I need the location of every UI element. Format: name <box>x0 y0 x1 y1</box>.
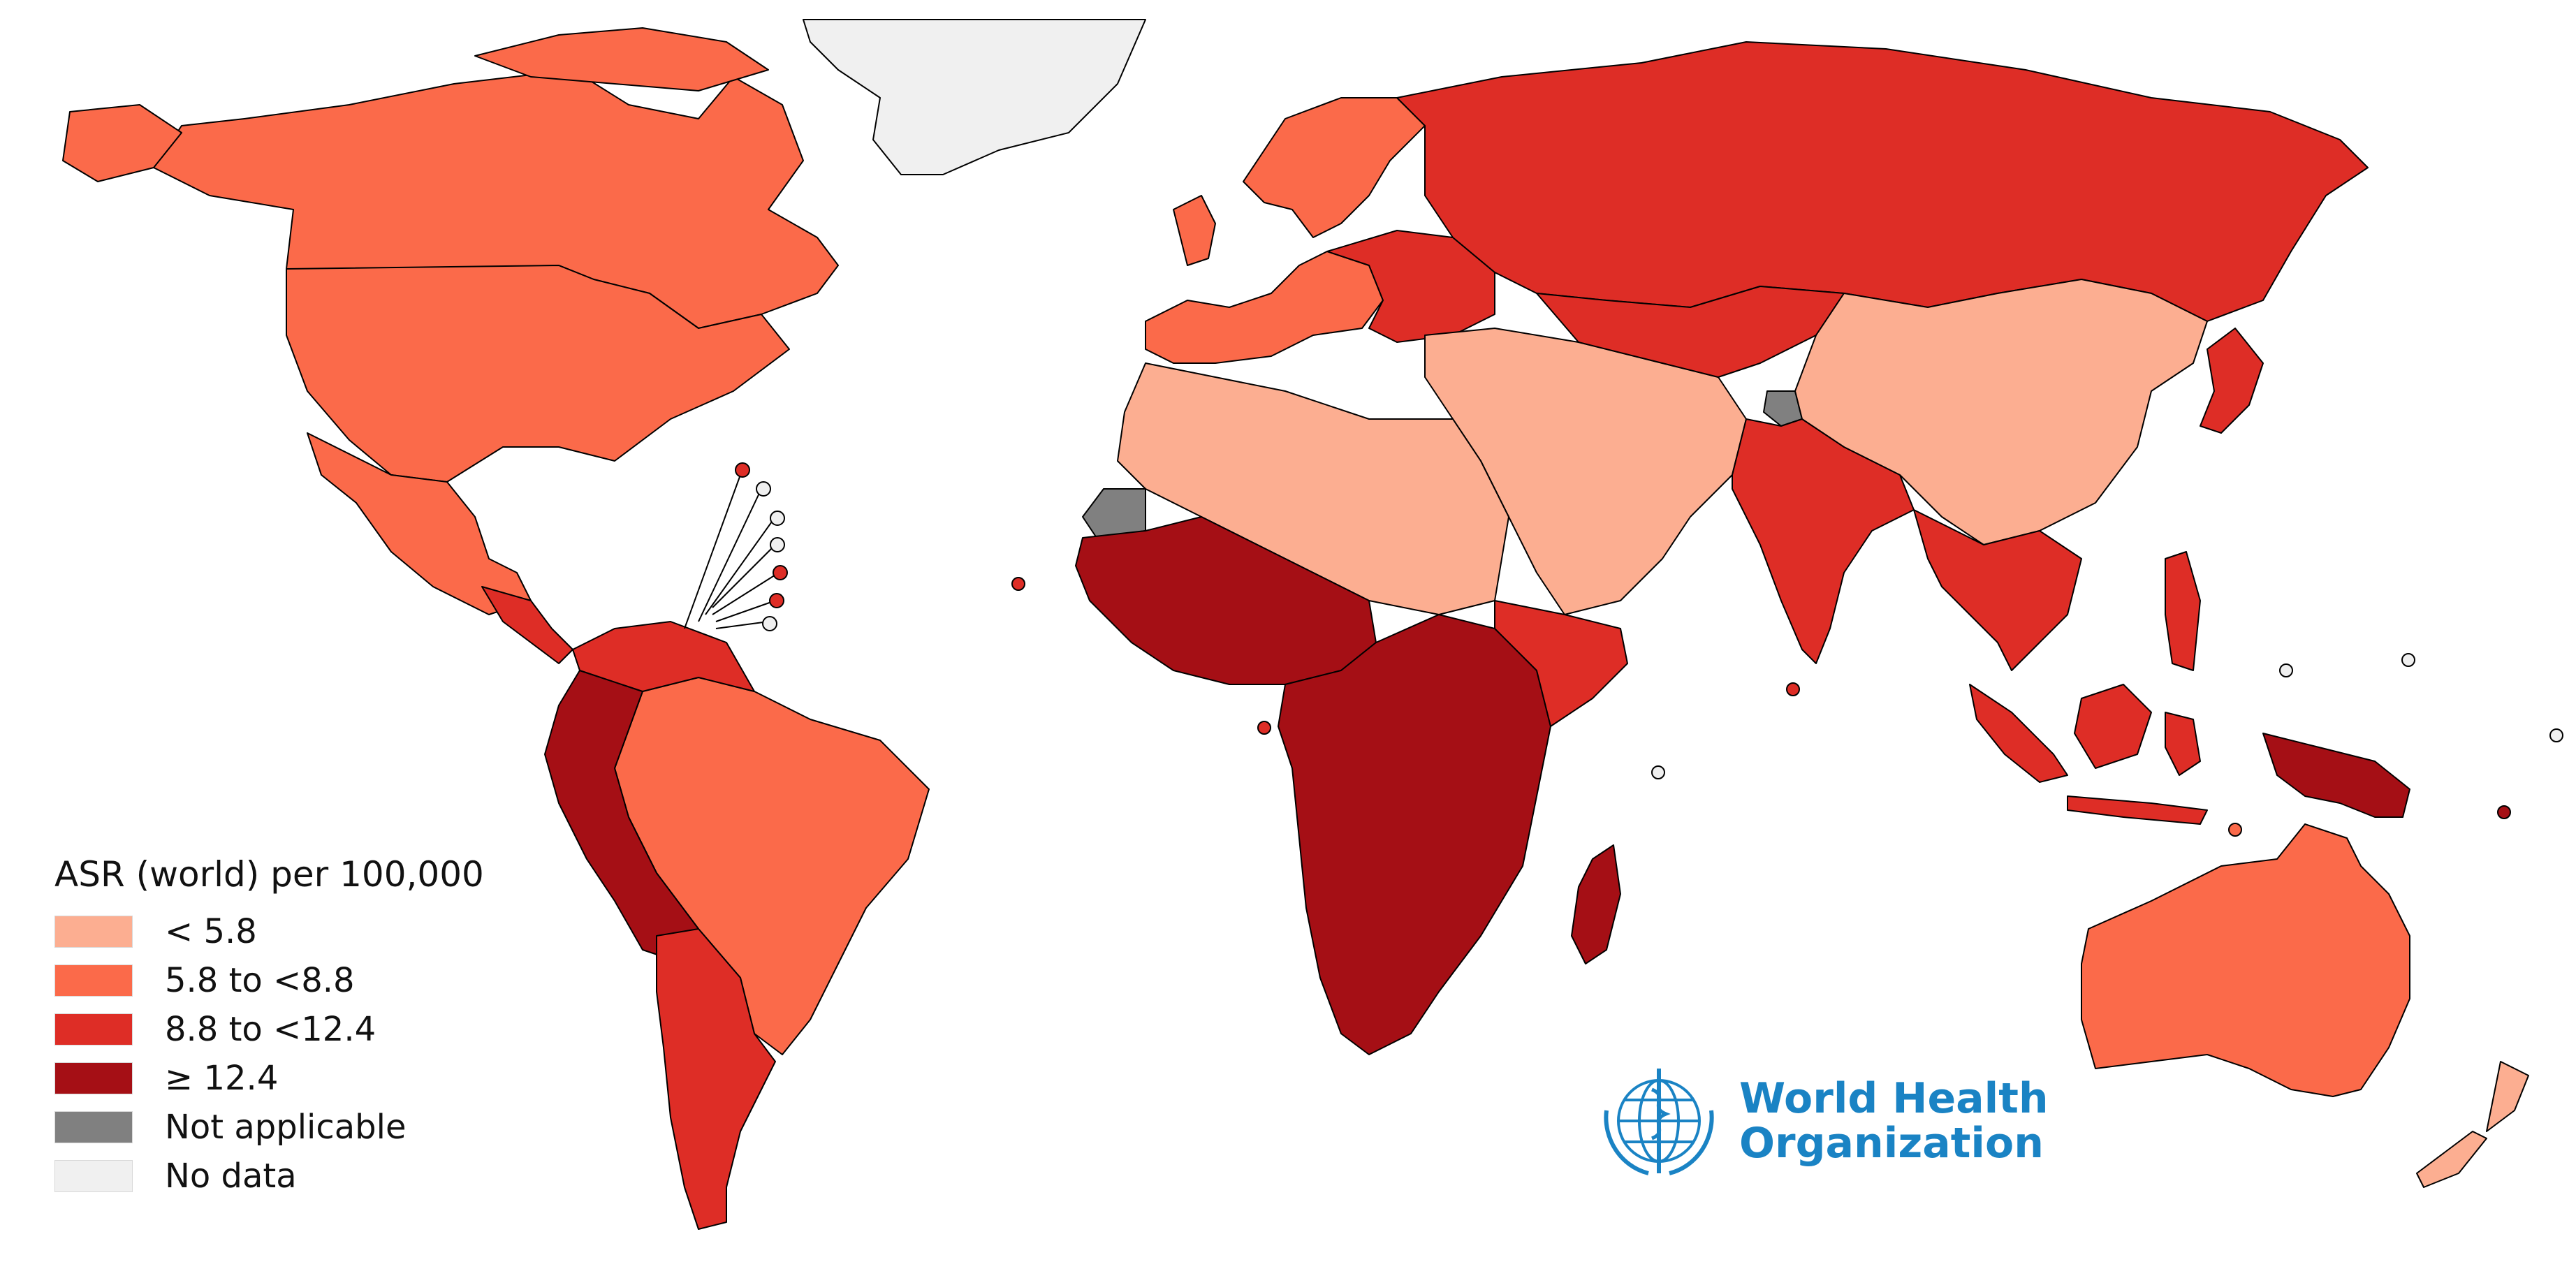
region-colombia-venezuela <box>572 621 755 692</box>
region-uk <box>1173 195 1216 266</box>
region-indonesia <box>1969 684 2208 825</box>
legend: ASR (world) per 100,000 < 5.8 5.8 to <8.8… <box>54 854 484 1201</box>
legend-swatch <box>54 1013 133 1045</box>
island-circle <box>2279 663 2293 677</box>
who-logo: World Health Organization <box>1593 1062 2049 1180</box>
island-circle <box>1651 765 1665 779</box>
island-circle <box>2401 653 2415 667</box>
island-circle <box>1257 721 1271 735</box>
island-circle <box>2228 823 2242 837</box>
legend-label: ≥ 12.4 <box>165 1059 279 1098</box>
legend-item: No data <box>54 1152 484 1201</box>
legend-item: Not applicable <box>54 1103 484 1152</box>
region-madagascar <box>1571 844 1621 964</box>
legend-swatch <box>54 1160 133 1192</box>
region-new-zealand <box>2416 1061 2529 1188</box>
legend-item: 8.8 to <12.4 <box>54 1005 484 1054</box>
region-greenland <box>803 19 1146 175</box>
legend-swatch <box>54 1062 133 1094</box>
who-logo-line1: World Health <box>1739 1074 2049 1123</box>
island-circle <box>1011 577 1025 591</box>
island-circle <box>2549 728 2563 742</box>
legend-label: 8.8 to <12.4 <box>165 1010 376 1049</box>
region-scandinavia <box>1243 97 1426 238</box>
legend-item: < 5.8 <box>54 907 484 956</box>
island-circle <box>1786 682 1800 696</box>
legend-item: 5.8 to <8.8 <box>54 956 484 1005</box>
legend-label: Not applicable <box>165 1108 407 1147</box>
region-usa <box>286 265 790 483</box>
region-russia <box>1396 41 2369 322</box>
callout-circle <box>735 462 750 478</box>
who-logo-line2: Organization <box>1739 1119 2044 1168</box>
region-png <box>2262 733 2410 818</box>
legend-label: 5.8 to <8.8 <box>165 961 355 1000</box>
callout-circle <box>762 616 777 631</box>
callout-circle <box>756 481 771 497</box>
region-japan <box>2200 328 2264 434</box>
callout-circle <box>770 537 785 552</box>
region-australia <box>2081 823 2410 1097</box>
legend-swatch <box>54 964 133 997</box>
who-emblem-icon <box>1604 1069 1714 1175</box>
region-central-america <box>481 586 573 664</box>
legend-label: < 5.8 <box>165 912 257 951</box>
legend-items: < 5.8 5.8 to <8.8 8.8 to <12.4 ≥ 12.4 Not ap… <box>54 907 484 1201</box>
callout-circle <box>769 593 784 608</box>
region-canada-islands <box>474 27 769 91</box>
legend-item: ≥ 12.4 <box>54 1054 484 1103</box>
region-philippines <box>2165 551 2201 671</box>
region-central-africa <box>1278 614 1551 1055</box>
callout-circle <box>770 511 785 526</box>
region-europe-west <box>1145 251 1384 364</box>
region-alaska <box>62 104 182 182</box>
region-china <box>1794 279 2208 545</box>
legend-swatch <box>54 916 133 948</box>
callout-circle <box>773 565 788 580</box>
legend-swatch <box>54 1111 133 1143</box>
legend-label: No data <box>165 1157 297 1196</box>
region-argentina <box>656 928 776 1230</box>
who-logo-text: World Health Organization <box>1739 1076 2049 1166</box>
legend-title: ASR (world) per 100,000 <box>54 854 484 895</box>
region-horn-africa <box>1494 600 1628 727</box>
region-southeast-asia <box>1913 509 2082 671</box>
region-western-sahara <box>1082 488 1146 538</box>
island-circle <box>2497 805 2511 819</box>
